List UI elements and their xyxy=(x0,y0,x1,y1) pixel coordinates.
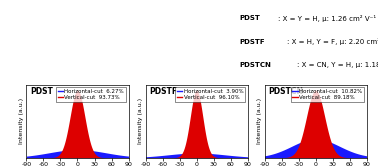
Text: PDSTF: PDSTF xyxy=(150,87,178,96)
Text: PDSTF: PDSTF xyxy=(240,39,265,44)
Legend: Horizontal-cut  3.90%, Vertical-cut  96.10%: Horizontal-cut 3.90%, Vertical-cut 96.10… xyxy=(175,87,245,102)
Y-axis label: Intensity (a.u.): Intensity (a.u.) xyxy=(138,98,143,144)
Legend: Horizontal-cut  6.27%, Vertical-cut  93.73%: Horizontal-cut 6.27%, Vertical-cut 93.73… xyxy=(56,87,126,102)
Text: : X = H, Y = F, μ: 2.20 cm² V⁻¹ s⁻¹: : X = H, Y = F, μ: 2.20 cm² V⁻¹ s⁻¹ xyxy=(287,38,378,45)
Y-axis label: Intensity (a.u.): Intensity (a.u.) xyxy=(257,98,262,144)
Text: PDST: PDST xyxy=(240,15,260,21)
Text: PDSTCN: PDSTCN xyxy=(269,87,304,96)
Y-axis label: Intensity (a.u.): Intensity (a.u.) xyxy=(19,98,24,144)
Text: : X = CN, Y = H, μ: 1.18 cm² V⁻¹ s⁻¹: : X = CN, Y = H, μ: 1.18 cm² V⁻¹ s⁻¹ xyxy=(297,61,378,68)
Text: PDST: PDST xyxy=(31,87,53,96)
Legend: Horizontal-cut  10.82%, Vertical-cut  89.18%: Horizontal-cut 10.82%, Vertical-cut 89.1… xyxy=(291,87,364,102)
Text: PDSTCN: PDSTCN xyxy=(240,62,271,68)
Text: : X = Y = H, μ: 1.26 cm² V⁻¹ s⁻¹: : X = Y = H, μ: 1.26 cm² V⁻¹ s⁻¹ xyxy=(277,15,378,22)
